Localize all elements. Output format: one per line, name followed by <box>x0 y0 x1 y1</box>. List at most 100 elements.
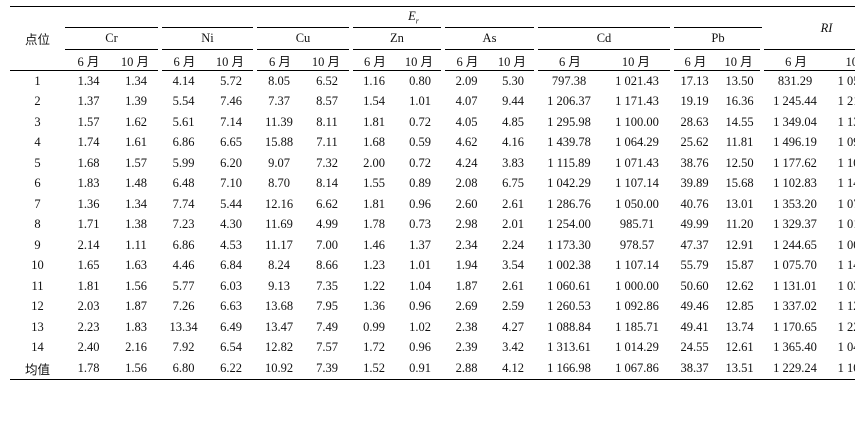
value-cell: 8.66 <box>316 258 338 273</box>
value-cell: 5.30 <box>502 73 524 88</box>
site-cell: 2 <box>34 94 41 109</box>
value-cell: 2.59 <box>502 299 524 314</box>
value-cell: 6.48 <box>172 176 195 191</box>
value-cell: 1.83 <box>125 319 147 334</box>
value-cell: 6.86 <box>172 237 195 252</box>
value-cell: 24.55 <box>680 340 709 355</box>
value-cell: 7.32 <box>316 155 338 170</box>
er-group-header: Er <box>65 6 763 28</box>
site-cell: 10 <box>31 258 44 273</box>
value-cell: 1.87 <box>455 278 478 293</box>
month-header: 10 月 <box>717 49 763 71</box>
value-cell: 3.42 <box>502 340 524 355</box>
value-cell: 7.49 <box>316 319 338 334</box>
value-cell: 1.81 <box>77 278 100 293</box>
value-cell: 1.01 <box>409 94 431 109</box>
value-cell: 0.72 <box>409 114 431 129</box>
value-cell: 40.76 <box>680 196 709 211</box>
value-cell: 5.44 <box>220 196 242 211</box>
value-cell: 1 067.86 <box>602 358 672 380</box>
value-cell: 1 286.76 <box>547 196 591 211</box>
value-cell: 7.74 <box>172 196 195 211</box>
value-cell: 2.61 <box>502 196 524 211</box>
value-cell: 1.34 <box>125 73 147 88</box>
value-cell: 1 107.14 <box>615 176 659 191</box>
value-cell: 7.39 <box>303 358 351 380</box>
value-cell: 2.00 <box>363 155 385 170</box>
value-cell: 1 170.65 <box>773 319 817 334</box>
value-cell: 1 185.71 <box>615 319 659 334</box>
value-cell: 6.84 <box>220 258 242 273</box>
value-cell: 4.16 <box>502 135 524 150</box>
value-cell: 1 125.71 <box>837 299 855 314</box>
value-cell: 2.01 <box>502 217 524 232</box>
value-cell: 2.34 <box>455 237 478 252</box>
metal-header-cr: Cr <box>65 27 160 50</box>
value-cell: 7.14 <box>220 114 242 129</box>
value-cell: 1 060.61 <box>547 278 591 293</box>
value-cell: 7.00 <box>316 237 338 252</box>
value-cell: 47.37 <box>680 237 709 252</box>
month-header: 6 月 <box>534 49 602 71</box>
month-header: 6 月 <box>253 49 303 71</box>
site-cell: 1 <box>34 73 41 88</box>
value-cell: 1 054.61 <box>837 73 855 88</box>
value-cell: 4.27 <box>502 319 524 334</box>
value-cell: 0.96 <box>409 196 431 211</box>
site-cell: 12 <box>31 299 44 314</box>
value-cell: 797.38 <box>551 73 587 88</box>
value-cell: 1.63 <box>125 258 147 273</box>
value-cell: 1.78 <box>65 358 112 380</box>
value-cell: 49.41 <box>680 319 709 334</box>
value-cell: 12.50 <box>725 155 754 170</box>
value-cell: 15.87 <box>725 258 754 273</box>
value-cell: 1.04 <box>409 278 431 293</box>
value-cell: 1.56 <box>112 358 160 380</box>
site-cell: 4 <box>34 135 41 150</box>
value-cell: 1 313.61 <box>547 340 591 355</box>
table-row: 2 1.37 1.39 5.54 7.46 7.37 8.57 1.54 1.01 4.07 9.4… <box>10 92 855 113</box>
value-cell: 1 103.56 <box>837 155 855 170</box>
value-cell: 1.52 <box>351 358 397 380</box>
value-cell: 1.23 <box>363 258 385 273</box>
value-cell: 49.46 <box>680 299 709 314</box>
value-cell: 0.96 <box>409 340 431 355</box>
value-cell: 1 166.98 <box>536 358 602 380</box>
value-cell: 13.01 <box>725 196 754 211</box>
value-cell: 13.51 <box>717 358 763 380</box>
value-cell: 13.34 <box>169 319 198 334</box>
value-cell: 1 031.21 <box>837 278 855 293</box>
value-cell: 1.39 <box>125 94 147 109</box>
value-cell: 1.36 <box>363 299 385 314</box>
value-cell: 0.59 <box>409 135 431 150</box>
value-cell: 49.99 <box>680 217 709 232</box>
value-cell: 1.74 <box>77 135 100 150</box>
value-cell: 5.77 <box>172 278 195 293</box>
value-cell: 1 215.66 <box>837 94 855 109</box>
table-row: 14 2.40 2.16 7.92 6.54 12.82 7.57 1.72 0.96 2.39 3… <box>10 338 855 359</box>
table-row: 4 1.74 1.61 6.86 6.65 15.88 7.11 1.68 0.59 4.62 4.… <box>10 133 855 154</box>
value-cell: 1 102.83 <box>773 176 817 191</box>
value-cell: 55.79 <box>680 258 709 273</box>
value-cell: 4.46 <box>172 258 195 273</box>
value-cell: 0.91 <box>397 358 443 380</box>
value-cell: 4.99 <box>316 217 338 232</box>
value-cell: 5.72 <box>220 73 242 88</box>
table-row: 均值 1.78 1.56 6.80 6.22 10.92 7.39 1.52 0.91 2.88 4… <box>10 358 855 380</box>
metal-header-cu: Cu <box>253 27 351 50</box>
value-cell: 13.50 <box>725 73 754 88</box>
site-cell: 11 <box>31 278 44 293</box>
value-cell: 1.11 <box>125 237 147 252</box>
value-cell: 12.16 <box>264 196 294 211</box>
value-cell: 1 071.43 <box>615 155 659 170</box>
value-cell: 9.13 <box>268 278 290 293</box>
value-cell: 1 496.19 <box>773 135 817 150</box>
value-cell: 978.57 <box>619 237 655 252</box>
value-cell: 1 101.57 <box>828 358 855 380</box>
value-cell: 1.37 <box>77 94 100 109</box>
value-cell: 11.17 <box>265 237 293 252</box>
value-cell: 11.81 <box>725 135 754 150</box>
table-row: 12 2.03 1.87 7.26 6.63 13.68 7.95 1.36 0.96 2.69 2… <box>10 297 855 318</box>
value-cell: 1.02 <box>409 319 431 334</box>
value-cell: 1 173.30 <box>547 237 591 252</box>
